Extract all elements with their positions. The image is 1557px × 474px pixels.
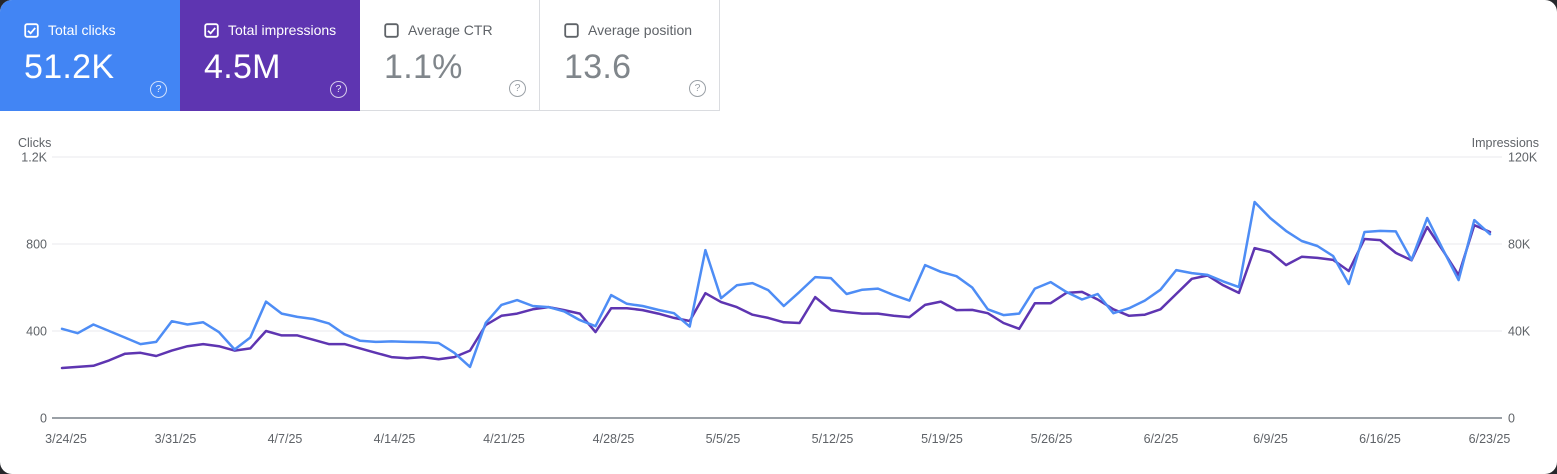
metric-card-value: 13.6 [564,48,632,86]
svg-text:5/12/25: 5/12/25 [812,432,854,446]
metric-card-label: Total impressions [228,22,337,38]
metric-card-header: Total clicks [24,22,180,38]
help-icon[interactable]: ? [689,80,706,97]
metric-card-average-position[interactable]: Average position 13.6 ? [540,0,720,111]
svg-text:1.2K: 1.2K [21,151,47,165]
metric-card-header: Average position [564,22,719,38]
svg-text:80K: 80K [1508,238,1531,252]
svg-text:3/24/25: 3/24/25 [45,432,87,446]
svg-text:Impressions: Impressions [1472,136,1539,150]
svg-text:0: 0 [1508,412,1515,426]
metric-card-label: Average position [588,22,693,38]
svg-text:3/31/25: 3/31/25 [155,432,197,446]
svg-text:5/26/25: 5/26/25 [1031,432,1073,446]
metric-card-header: Total impressions [204,22,360,38]
metric-card-value: 1.1% [384,48,463,86]
svg-text:0: 0 [40,412,47,426]
metric-card-label: Average CTR [408,22,493,38]
svg-text:6/16/25: 6/16/25 [1359,432,1401,446]
metric-card-value: 51.2K [24,48,115,86]
checkbox-unchecked-icon[interactable] [564,22,579,38]
checkbox-checked-icon[interactable] [204,22,219,38]
checkbox-checked-icon[interactable] [24,22,39,38]
metric-card-value: 4.5M [204,48,281,86]
svg-text:6/23/25: 6/23/25 [1469,432,1511,446]
metric-card-header: Average CTR [384,22,539,38]
svg-text:4/14/25: 4/14/25 [374,432,416,446]
svg-text:Clicks: Clicks [18,136,51,150]
metric-card-average-ctr[interactable]: Average CTR 1.1% ? [360,0,540,111]
svg-text:40K: 40K [1508,325,1531,339]
svg-text:5/5/25: 5/5/25 [706,432,741,446]
metric-cards-row: Total clicks 51.2K ? Total impressions 4… [0,0,720,111]
svg-text:400: 400 [26,325,47,339]
svg-text:4/7/25: 4/7/25 [268,432,303,446]
svg-text:4/21/25: 4/21/25 [483,432,525,446]
help-icon[interactable]: ? [509,80,526,97]
metric-card-total-impressions[interactable]: Total impressions 4.5M ? [180,0,360,111]
svg-text:800: 800 [26,238,47,252]
svg-text:5/19/25: 5/19/25 [921,432,963,446]
metric-card-total-clicks[interactable]: Total clicks 51.2K ? [0,0,180,111]
checkbox-unchecked-icon[interactable] [384,22,399,38]
svg-text:6/2/25: 6/2/25 [1144,432,1179,446]
metric-card-label: Total clicks [48,22,116,38]
svg-text:120K: 120K [1508,151,1538,165]
svg-text:6/9/25: 6/9/25 [1253,432,1288,446]
help-icon[interactable]: ? [150,81,167,98]
help-icon[interactable]: ? [330,81,347,98]
svg-text:4/28/25: 4/28/25 [593,432,635,446]
